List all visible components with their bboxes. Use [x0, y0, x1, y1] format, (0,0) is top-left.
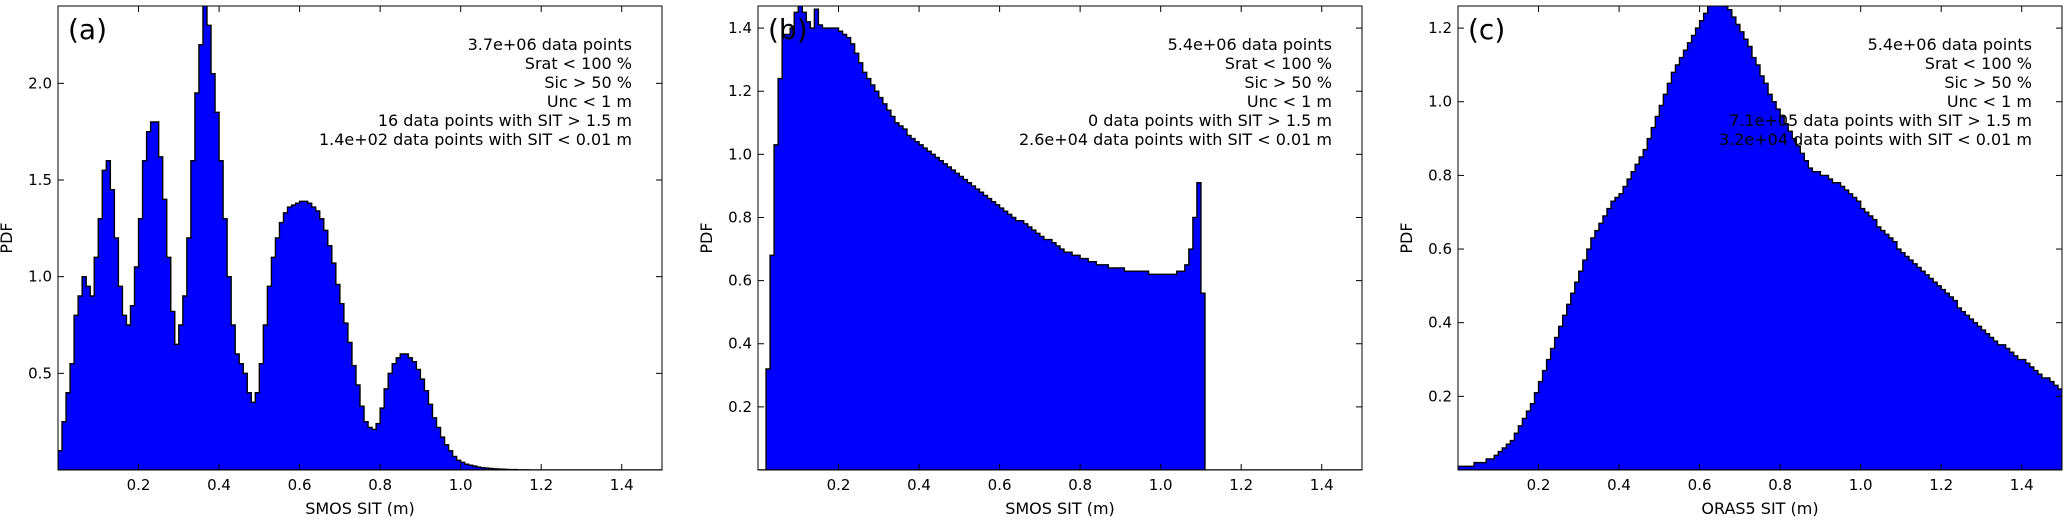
- x-tick-label: 1.2: [529, 476, 553, 494]
- chart-panel-1: 0.2 0.4 0.6 0.8 1.0 1.2 1.4 0.5 1.0 1.5 2.0 SMOS SI…: [0, 5, 663, 518]
- x-tick-label: 0.6: [1688, 476, 1712, 494]
- y-tick-label: 1.0: [728, 145, 752, 163]
- annotation-line: 0 data points with SIT > 1.5 m: [1088, 111, 1332, 130]
- x-axis-label: SMOS SIT (m): [305, 499, 415, 518]
- x-tick-label: 0.4: [907, 476, 931, 494]
- y-tick-label: 0.8: [728, 208, 752, 226]
- y-tick-label: 2.0: [28, 74, 52, 92]
- x-tick-label: 1.0: [1149, 476, 1173, 494]
- y-tick-label: 0.4: [1428, 314, 1452, 332]
- y-axis-label: PDF: [0, 222, 16, 253]
- x-tick-label: 0.8: [1068, 476, 1092, 494]
- x-tick-label: 1.2: [1229, 476, 1253, 494]
- annotation-line: Unc < 1 m: [1247, 92, 1332, 111]
- x-tick-label: 1.0: [1849, 476, 1873, 494]
- x-tick-label: 1.4: [610, 476, 634, 494]
- axes-frame: [57, 5, 663, 471]
- annotation-line: 1.4e+02 data points with SIT < 0.01 m: [319, 130, 632, 149]
- x-axis-label: ORAS5 SIT (m): [1701, 499, 1818, 518]
- annotation-line: Sic > 50 %: [1944, 73, 2032, 92]
- x-tick-label: 1.2: [1929, 476, 1953, 494]
- y-tick-label: 0.6: [728, 272, 752, 290]
- y-tick-label: 0.5: [28, 364, 52, 382]
- annotation-line: Srat < 100 %: [1925, 54, 2032, 73]
- y-tick-label: 0.8: [1428, 166, 1452, 184]
- x-tick-label: 0.2: [827, 476, 851, 494]
- x-tick-label: 0.4: [207, 476, 231, 494]
- panel-label: (b): [768, 13, 808, 46]
- annotation-line: 5.4e+06 data points: [1168, 35, 1332, 54]
- histogram-series: [1458, 6, 2062, 470]
- x-tick-label: 0.2: [127, 476, 151, 494]
- annotation-line: Unc < 1 m: [547, 92, 632, 111]
- y-tick-label: 1.4: [728, 19, 752, 37]
- x-tick-label: 0.2: [1527, 476, 1551, 494]
- annotation-line: 2.6e+04 data points with SIT < 0.01 m: [1019, 130, 1332, 149]
- x-tick-label: 0.4: [1607, 476, 1631, 494]
- panel-label: (c): [1468, 13, 1505, 46]
- x-tick-label: 0.6: [288, 476, 312, 494]
- x-axis-label: SMOS SIT (m): [1005, 499, 1115, 518]
- annotation-line: 3.7e+06 data points: [468, 35, 632, 54]
- y-tick-label: 0.6: [1428, 240, 1452, 258]
- y-tick-label: 1.0: [28, 268, 52, 286]
- annotation-line: Sic > 50 %: [544, 73, 632, 92]
- x-tick-label: 1.0: [449, 476, 473, 494]
- y-tick-label: 0.2: [1428, 387, 1452, 405]
- chart-panel-3: 0.2 0.4 0.6 0.8 1.0 1.2 1.4 0.2 0.4 0.6 0.8 1.0 1.2 O…: [1397, 5, 2063, 518]
- y-axis-label: PDF: [697, 222, 716, 253]
- annotation-line: 7.1e+05 data points with SIT > 1.5 m: [1729, 111, 2032, 130]
- x-tick-label: 0.8: [368, 476, 392, 494]
- panel-label: (a): [68, 13, 107, 46]
- histogram-series: [758, 6, 1362, 470]
- axes-frame: [757, 5, 1363, 471]
- y-tick-label: 1.5: [28, 171, 52, 189]
- x-tick-label: 0.6: [988, 476, 1012, 494]
- annotation-line: 16 data points with SIT > 1.5 m: [378, 111, 632, 130]
- x-tick-label: 1.4: [2010, 476, 2034, 494]
- annotation-line: Sic > 50 %: [1244, 73, 1332, 92]
- y-tick-label: 0.4: [728, 335, 752, 353]
- x-tick-label: 1.4: [1310, 476, 1334, 494]
- y-tick-label: 1.2: [728, 82, 752, 100]
- annotation-line: Unc < 1 m: [1947, 92, 2032, 111]
- y-tick-label: 1.0: [1428, 93, 1452, 111]
- y-tick-label: 0.2: [728, 398, 752, 416]
- y-axis-label: PDF: [1397, 222, 1416, 253]
- y-tick-label: 1.2: [1428, 19, 1452, 37]
- x-tick-label: 0.8: [1768, 476, 1792, 494]
- annotation-line: Srat < 100 %: [1225, 54, 1332, 73]
- annotation-line: 5.4e+06 data points: [1868, 35, 2032, 54]
- chart-panel-2: 0.2 0.4 0.6 0.8 1.0 1.2 1.4 0.2 0.4 0.6 0.8 1.0 1.2 1…: [697, 5, 1363, 518]
- annotation-line: 3.2e+04 data points with SIT < 0.01 m: [1719, 130, 2032, 149]
- annotation-line: Srat < 100 %: [525, 54, 632, 73]
- axes-frame: [1457, 5, 2063, 471]
